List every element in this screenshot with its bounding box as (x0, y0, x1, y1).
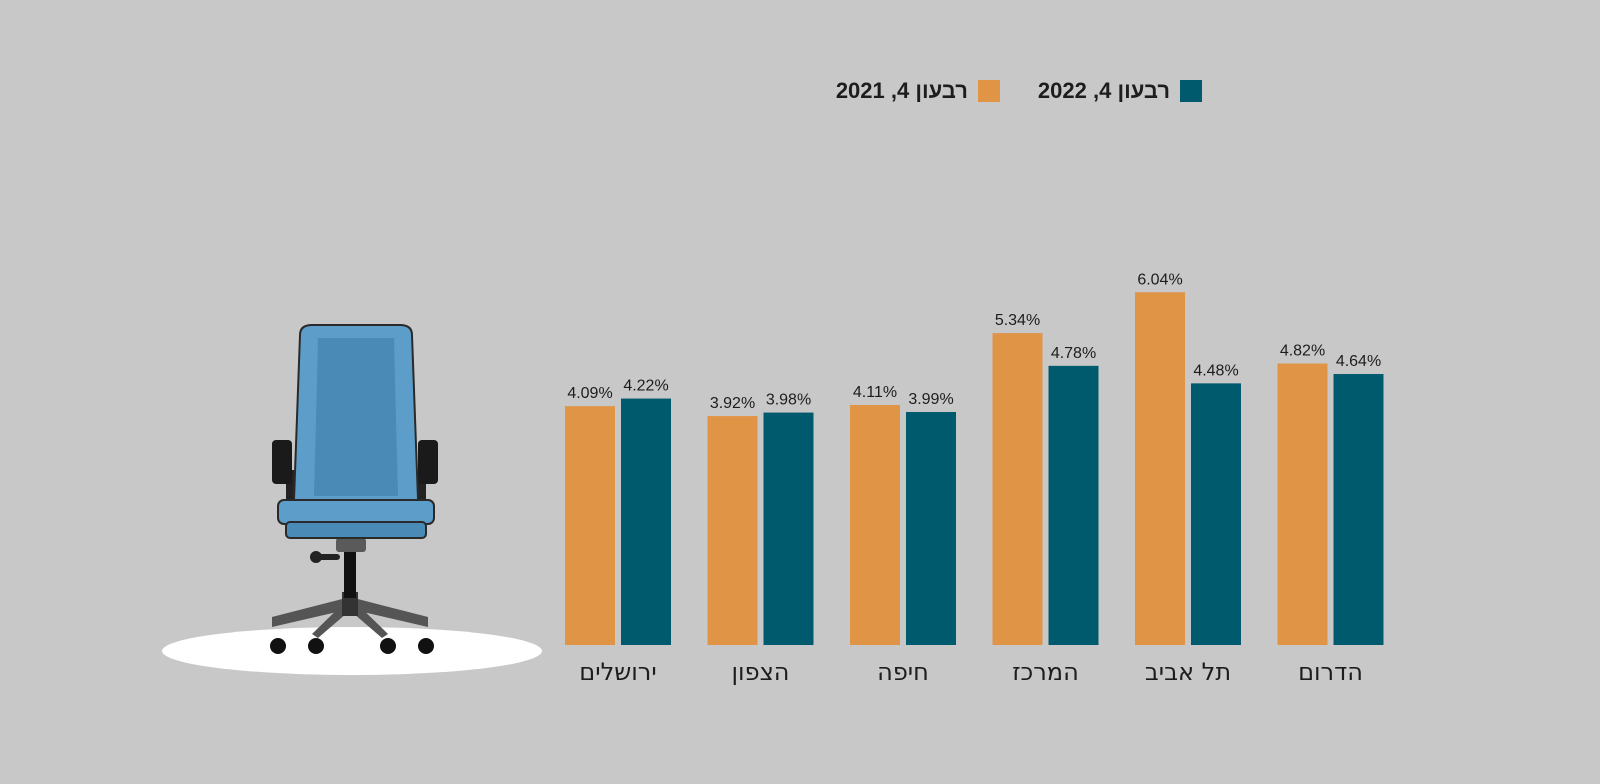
bar-value-label-2022-4: 4.48% (1193, 362, 1238, 379)
bar-value-label-2022-5: 4.64% (1336, 353, 1381, 370)
bar-value-label-2022-3: 4.78% (1051, 345, 1096, 362)
bar-value-label-2022-2: 3.99% (908, 391, 953, 408)
bar-2022-0 (621, 398, 671, 645)
bar-value-label-2022-1: 3.98% (766, 392, 811, 409)
bar-2021-3 (992, 333, 1043, 645)
bar-value-label-2021-4: 6.04% (1137, 271, 1182, 288)
bar-2022-1 (763, 412, 814, 645)
office-chair-icon (162, 324, 542, 675)
legend-label-2021: רבעון 4, 2021 (835, 78, 968, 103)
bar-value-label-2021-2: 4.11% (853, 384, 897, 401)
bar-2021-5 (1277, 363, 1328, 645)
category-labels: ירושלים הצפון חיפה המרכז תל אביב הדרום (579, 658, 1363, 686)
bar-value-label-2021-0: 4.09% (567, 385, 612, 402)
bar-2021-4 (1135, 292, 1185, 645)
legend-label-2022: רבעון 4, 2022 (1037, 78, 1170, 103)
legend-swatch-2021 (977, 80, 1000, 102)
floor-spot (162, 627, 542, 675)
category-label-0: ירושלים (579, 658, 656, 686)
bar-value-labels: 4.09% 4.22% 3.92% 3.98% 4.11% 3.99% 5.34% 4.78%… (567, 271, 1381, 412)
category-label-5: הדרום (1298, 658, 1363, 686)
bar-2022-2 (906, 411, 956, 645)
legend-swatch-2022 (1180, 80, 1202, 102)
bar-2021-2 (850, 404, 900, 645)
bar-value-label-2021-5: 4.82% (1280, 343, 1325, 360)
legend-item-2021: רבעון 4, 2021 (836, 78, 1000, 104)
category-label-1: הצפון (732, 658, 790, 686)
category-label-3: המרכז (1012, 658, 1079, 686)
category-label-2: חיפה (877, 658, 929, 686)
legend-item-2022: רבעון 4, 2022 (1038, 78, 1202, 104)
bar-2022-3 (1048, 365, 1099, 645)
bar-2022-5 (1333, 374, 1384, 645)
bar-2021-0 (565, 406, 615, 645)
legend: רבעון 4, 2022 רבעון 4, 2021 (836, 78, 1202, 104)
bars-group (565, 292, 1384, 645)
bar-2021-1 (707, 416, 758, 645)
bar-value-label-2021-1: 3.92% (710, 395, 755, 412)
bar-2022-4 (1191, 383, 1241, 645)
bar-value-label-2021-3: 5.34% (995, 312, 1040, 329)
bar-value-label-2022-0: 4.22% (623, 378, 668, 395)
category-label-4: תל אביב (1145, 658, 1231, 686)
